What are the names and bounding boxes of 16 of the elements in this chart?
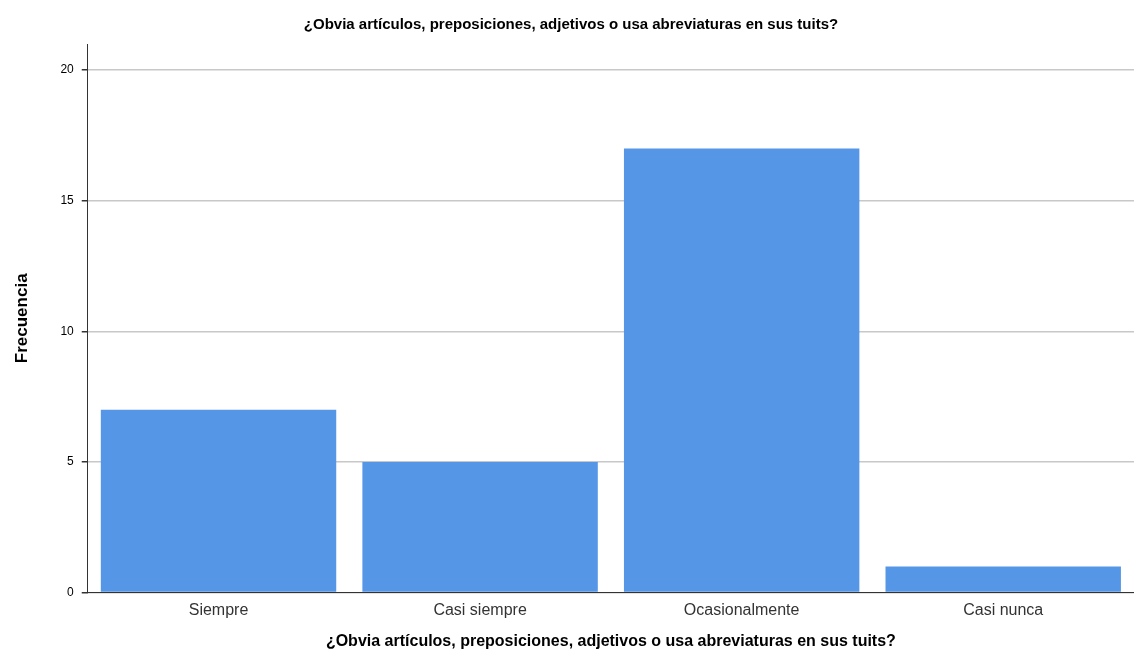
x-tick-label: Ocasionalmente — [683, 600, 800, 618]
y-tick-label: 10 — [60, 323, 75, 338]
y-tick-label: 5 — [67, 454, 75, 469]
bar — [623, 148, 860, 592]
y-axis-title: Frecuencia — [11, 272, 31, 364]
y-tick-label: 20 — [60, 62, 75, 77]
x-tick-label: Casi nunca — [963, 600, 1044, 618]
bar — [885, 566, 1121, 592]
x-tick-label: Siempre — [188, 600, 249, 618]
x-axis-title: ¿Obvia artículos, preposiciones, adjetivos o usa abreviaturas en sus tuits? — [325, 631, 896, 649]
x-tick-label: Casi siempre — [433, 600, 527, 618]
y-tick-label: 0 — [67, 584, 75, 599]
y-tick-label: 15 — [60, 193, 75, 208]
bar — [100, 409, 337, 592]
chart-title: ¿Obvia artículos, preposiciones, adjetivos o usa abreviaturas en sus tuits? — [303, 15, 839, 33]
bar — [362, 461, 598, 592]
